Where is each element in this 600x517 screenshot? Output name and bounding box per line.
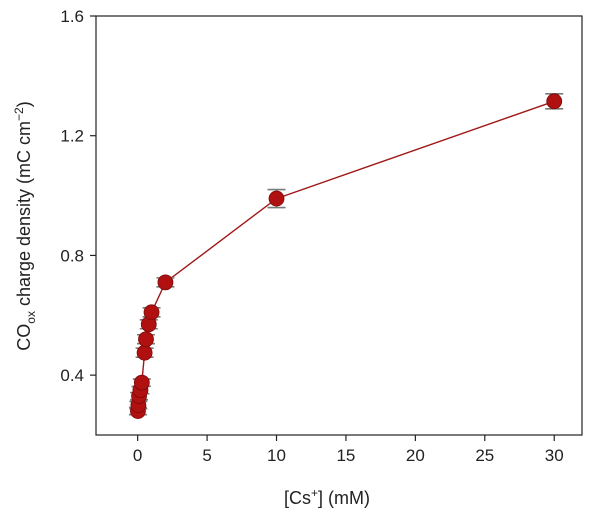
x-tick-label: 15 [336, 446, 355, 465]
x-tick-label: 30 [545, 446, 564, 465]
plot-frame [95, 15, 583, 436]
series-line [137, 100, 555, 412]
y-tick-label: 1.2 [60, 127, 84, 146]
data-point [268, 190, 285, 207]
x-tick-label: 20 [406, 446, 425, 465]
data-point [133, 374, 150, 391]
data-series [128, 93, 564, 419]
x-axis: 0 5 10 15 20 25 30 [133, 435, 564, 465]
data-point [157, 274, 174, 291]
y-tick-label: 0.8 [60, 246, 84, 265]
data-point [546, 93, 563, 110]
x-tick-label: 5 [202, 446, 211, 465]
data-point [138, 331, 154, 348]
x-axis-title: [Cs+] (mM) [284, 486, 370, 508]
x-tick-label: 10 [267, 446, 286, 465]
plot-border [95, 15, 583, 436]
y-tick-label: 1.6 [60, 7, 84, 26]
y-axis: 0.4 0.8 1.2 1.6 [60, 7, 96, 385]
data-point [136, 344, 153, 361]
y-tick-label: 0.4 [60, 366, 84, 385]
x-tick-label: 25 [475, 446, 494, 465]
y-axis-title: COox charge density (mC cm−2) [12, 101, 38, 350]
data-point [143, 304, 160, 321]
x-tick-label: 0 [133, 446, 142, 465]
